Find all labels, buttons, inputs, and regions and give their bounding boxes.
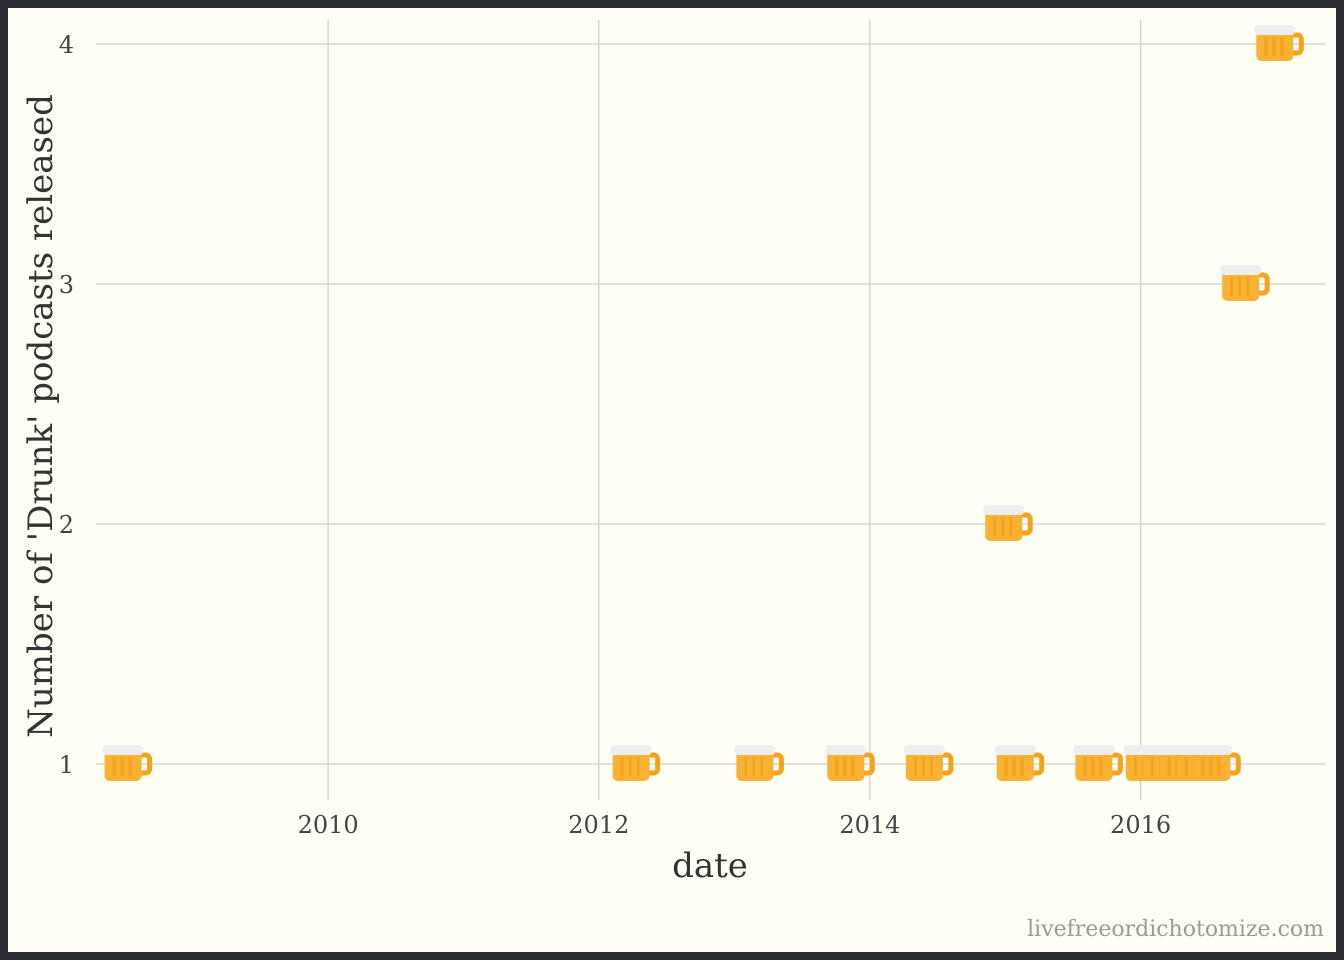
- beer-mug-icon: [610, 745, 661, 781]
- y-axis-label: Number of 'Drunk' podcasts released: [21, 94, 61, 738]
- beer-mug-icon: [1191, 745, 1241, 781]
- chart-plot: 1 2 3 4 2010 2012 2014 2016: [59, 20, 1326, 839]
- x-tick-label: 2010: [298, 811, 359, 839]
- x-axis-label: date: [672, 846, 748, 886]
- x-tick-label: 2016: [1110, 811, 1171, 839]
- x-tick-label: 2012: [568, 811, 629, 839]
- data-points: [102, 25, 1304, 781]
- y-tick-label: 1: [59, 751, 74, 779]
- y-tick-label: 3: [59, 271, 74, 299]
- beer-mug-icon: [983, 505, 1033, 541]
- beer-mug-icon: [994, 745, 1045, 781]
- grid-lines: [96, 20, 1326, 800]
- beer-mug-icon: [1220, 265, 1270, 301]
- y-tick-label: 2: [59, 511, 74, 539]
- beer-mug-icon: [1073, 745, 1123, 781]
- tick-labels: 1 2 3 4 2010 2012 2014 2016: [59, 31, 1171, 839]
- beer-mug-icon: [1254, 25, 1304, 61]
- chart-frame: 1 2 3 4 2010 2012 2014 2016 Number of 'Drunk' p…: [8, 8, 1336, 952]
- beer-mug-icon: [102, 745, 153, 781]
- y-tick-label: 4: [59, 31, 74, 59]
- beer-mug-icon: [825, 745, 875, 781]
- x-tick-label: 2014: [839, 811, 900, 839]
- beer-mug-icon: [734, 745, 784, 781]
- source-caption: livefreeordichotomize.com: [1027, 917, 1324, 942]
- beer-mug-icon: [903, 745, 954, 781]
